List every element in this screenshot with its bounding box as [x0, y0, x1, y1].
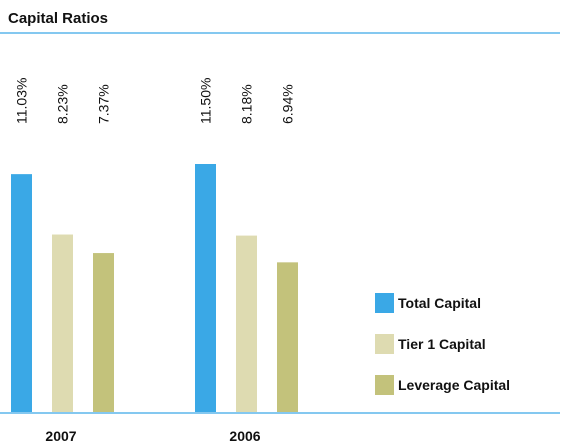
x-tick-label: 2006 [229, 428, 260, 444]
value-label: 11.03% [14, 78, 30, 124]
bar [11, 174, 32, 412]
legend-swatch [375, 293, 394, 313]
value-label: 11.50% [198, 78, 214, 124]
value-label: 8.23% [55, 84, 71, 124]
x-tick-label: 2007 [45, 428, 76, 444]
value-label: 6.94% [280, 84, 296, 124]
bar [277, 262, 298, 412]
legend-label: Tier 1 Capital [398, 336, 486, 352]
legend-swatch [375, 334, 394, 354]
legend-label: Total Capital [398, 295, 481, 311]
value-label: 8.18% [239, 84, 255, 124]
bar [236, 235, 257, 412]
bar [93, 253, 114, 412]
legend-label: Leverage Capital [398, 377, 510, 393]
legend-swatch [375, 375, 394, 395]
bar [52, 234, 73, 412]
value-label: 7.37% [96, 84, 112, 124]
bar [195, 164, 216, 412]
chart-title: Capital Ratios [8, 10, 108, 27]
